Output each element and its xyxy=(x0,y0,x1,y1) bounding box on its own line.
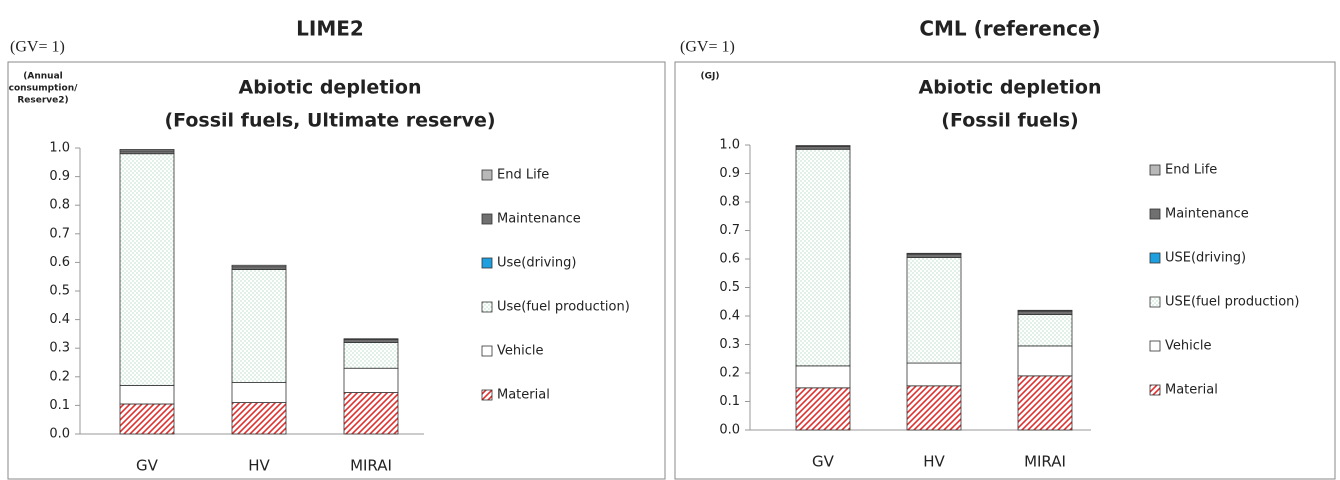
chart-title: (Fossil fuels, Ultimate reserve) xyxy=(164,110,495,132)
x-tick-label: GV xyxy=(136,457,159,475)
legend-label: Use(driving) xyxy=(497,256,576,271)
legend-label: USE(driving) xyxy=(1165,251,1246,266)
legend-swatch xyxy=(481,389,493,401)
x-tick-label: MIRAI xyxy=(350,457,392,475)
y-tick-label: 0.9 xyxy=(719,166,740,181)
bar-segment xyxy=(119,150,175,155)
x-tick-label: GV xyxy=(812,453,835,471)
y-tick-label: 0.6 xyxy=(719,252,740,267)
x-tick-label: MIRAI xyxy=(1024,453,1066,471)
bar-segment xyxy=(795,148,851,367)
bar-segment xyxy=(231,266,287,270)
legend-swatch xyxy=(481,169,493,181)
y-tick-label: 0.4 xyxy=(719,309,740,324)
bar-segment xyxy=(231,264,287,268)
bar-segment xyxy=(1017,375,1073,431)
chart-title: (Fossil fuels) xyxy=(941,110,1078,132)
y-tick-label: 0.9 xyxy=(49,169,70,184)
legend-swatch xyxy=(481,345,493,357)
bar-segment xyxy=(906,362,962,387)
bar-segment xyxy=(1017,310,1073,315)
legend-swatch xyxy=(481,257,493,269)
chart-title: Abiotic depletion xyxy=(918,77,1101,99)
y-axis-label: consumption/ xyxy=(9,84,78,94)
legend-label: Vehicle xyxy=(1165,339,1212,354)
y-tick-label: 0.4 xyxy=(49,312,70,327)
heading: LIME2 xyxy=(296,17,364,41)
y-tick-label: 0.6 xyxy=(49,255,70,270)
y-tick-label: 0.3 xyxy=(719,337,740,352)
bar-segment xyxy=(906,252,962,255)
chart-frame xyxy=(674,61,1336,480)
bar-segment xyxy=(343,339,399,343)
bar-segment xyxy=(1017,309,1073,312)
y-tick-label: 0.2 xyxy=(719,366,740,381)
bar-segment xyxy=(119,384,175,405)
bar-segment xyxy=(795,145,851,147)
bar-segment xyxy=(231,402,287,435)
legend-label: USE(fuel production) xyxy=(1165,295,1300,310)
legend-swatch xyxy=(481,301,493,313)
y-tick-label: 1.0 xyxy=(49,141,70,156)
bar-segment xyxy=(795,387,851,431)
bar-segment xyxy=(795,365,851,389)
legend-label: End Life xyxy=(497,168,549,183)
heading: CML (reference) xyxy=(919,17,1100,41)
bar-segment xyxy=(231,382,287,403)
legend-swatch xyxy=(1149,340,1161,352)
x-tick-label: HV xyxy=(923,453,945,471)
legend-swatch xyxy=(481,213,493,225)
bar-segment xyxy=(119,403,175,435)
y-tick-label: 0.5 xyxy=(49,284,70,299)
legend-swatch xyxy=(1149,164,1161,176)
y-tick-label: 0.0 xyxy=(719,423,740,438)
legend-label: Vehicle xyxy=(497,344,544,359)
y-tick-label: 0.1 xyxy=(719,394,740,409)
legend-swatch xyxy=(1149,252,1161,264)
chart-title: Abiotic depletion xyxy=(238,77,421,99)
legend-label: Use(fuel production) xyxy=(497,300,630,315)
y-tick-label: 0.8 xyxy=(49,198,70,213)
y-tick-label: 0.2 xyxy=(49,369,70,384)
bar-segment xyxy=(906,257,962,364)
legend-swatch xyxy=(1149,384,1161,396)
scale-note: (GV= 1) xyxy=(10,39,65,56)
bar-segment xyxy=(1017,314,1073,347)
x-tick-label: HV xyxy=(248,457,270,475)
chart-frame xyxy=(7,61,666,480)
bar-segment xyxy=(119,153,175,386)
legend-label: Maintenance xyxy=(497,212,581,227)
legend-label: Material xyxy=(497,388,550,403)
y-axis-label: Reserve2) xyxy=(17,96,68,106)
y-tick-label: 0.7 xyxy=(719,223,740,238)
bar-segment xyxy=(231,269,287,383)
y-axis-label: (GJ) xyxy=(701,72,720,82)
y-axis-label: (Annual xyxy=(23,72,62,82)
legend-swatch xyxy=(1149,296,1161,308)
legend-label: Maintenance xyxy=(1165,207,1249,222)
bar-segment xyxy=(906,253,962,258)
bar-segment xyxy=(119,149,175,152)
bar-segment xyxy=(906,385,962,431)
bar-segment xyxy=(343,338,399,341)
y-tick-label: 0.5 xyxy=(719,280,740,295)
legend-label: Material xyxy=(1165,383,1218,398)
bar-segment xyxy=(343,342,399,369)
bar-segment xyxy=(343,392,399,435)
y-tick-label: 0.3 xyxy=(49,341,70,356)
bar-segment xyxy=(795,146,851,150)
y-tick-label: 0.0 xyxy=(49,427,70,442)
legend-swatch xyxy=(1149,208,1161,220)
scale-note: (GV= 1) xyxy=(680,39,735,56)
y-tick-label: 1.0 xyxy=(719,138,740,153)
y-tick-label: 0.8 xyxy=(719,195,740,210)
bar-segment xyxy=(343,367,399,393)
y-tick-label: 0.1 xyxy=(49,398,70,413)
legend-label: End Life xyxy=(1165,163,1217,178)
bar-segment xyxy=(1017,345,1073,377)
y-tick-label: 0.7 xyxy=(49,226,70,241)
